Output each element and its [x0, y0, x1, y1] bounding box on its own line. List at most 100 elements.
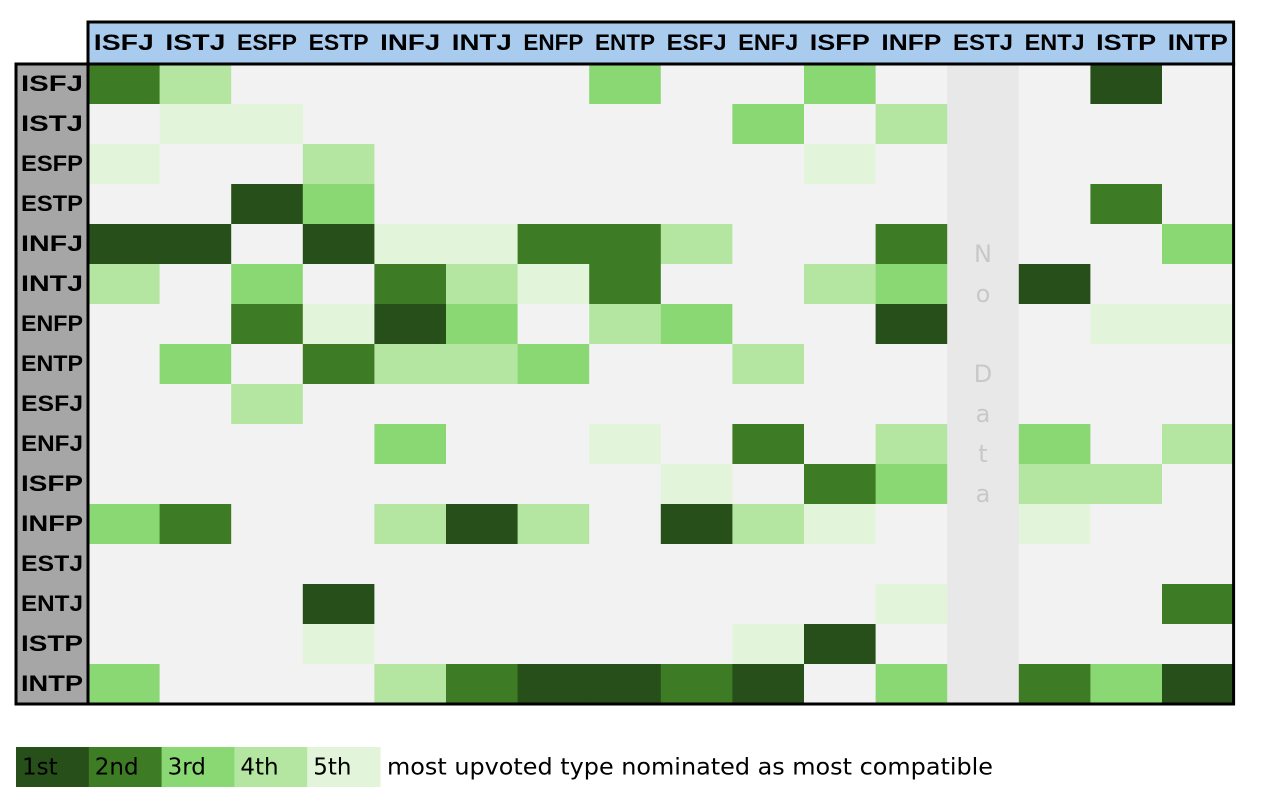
row-label-istp: ISTP: [21, 631, 83, 656]
heatmap-cell-enfp-enfj: [732, 304, 805, 345]
heatmap-cell-intp-estj: [947, 664, 1020, 705]
heatmap-cell-isfp-estj: [947, 464, 1020, 505]
heatmap-cell-intj-entj: [1018, 264, 1091, 305]
heatmap-cell-intp-enfp: [517, 664, 590, 705]
heatmap-cell-esfj-intj: [446, 384, 519, 425]
heatmap-cell-istj-esfj: [660, 104, 733, 145]
heatmap-cell-estj-enfj: [732, 544, 805, 585]
heatmap-cell-entj-isfp: [804, 584, 877, 625]
heatmap-cell-intj-infp: [875, 264, 948, 305]
column-label-intj: INTJ: [452, 30, 512, 55]
heatmap-cell-intj-intp: [1162, 264, 1235, 305]
heatmap-cell-estp-enfp: [517, 184, 590, 225]
heatmap-cell-intp-estp: [302, 664, 375, 705]
heatmap-cell-enfp-infj: [374, 304, 447, 345]
heatmap-cell-entj-entj: [1018, 584, 1091, 625]
heatmap-cell-infp-esfp: [231, 504, 304, 545]
column-header: ISFJ ISTJ ESFP ESTP INFJ INTJ ENFP ENTP ESFJ ENFJ…: [88, 22, 1234, 64]
heatmap-cell-entj-estj: [947, 584, 1020, 625]
heatmap-cell-esfp-estp: [302, 144, 375, 185]
heatmap-cell-enfp-istp: [1090, 304, 1163, 345]
heatmap-cell-isfj-enfp: [517, 64, 590, 105]
heatmap-cell-intp-intp: [1162, 664, 1235, 705]
heatmap-cell-intj-enfj: [732, 264, 805, 305]
heatmap-cell-intj-entp: [589, 264, 662, 305]
heatmap-cell-infj-infp: [875, 224, 948, 265]
heatmap-cell-entp-isfp: [804, 344, 877, 385]
heatmap-cell-isfp-intp: [1162, 464, 1235, 505]
heatmap-cell-esfp-estj: [947, 144, 1020, 185]
heatmap-cell-esfp-enfj: [732, 144, 805, 185]
heatmap-cell-isfp-isfp: [804, 464, 877, 505]
heatmap-cell-infp-enfp: [517, 504, 590, 545]
heatmap-cell-esfp-enfp: [517, 144, 590, 185]
column-label-entp: ENTP: [595, 30, 655, 55]
heatmap-cell-istp-istp: [1090, 624, 1163, 665]
heatmap-cell-estp-infj: [374, 184, 447, 225]
heatmap-cell-infj-esfj: [660, 224, 733, 265]
heatmap-cell-enfp-istj: [159, 304, 232, 345]
row-label-istj: ISTJ: [21, 111, 83, 136]
column-header-background: [88, 22, 1234, 64]
heatmap-cell-intj-infj: [374, 264, 447, 305]
row-label-esfp: ESFP: [21, 151, 83, 176]
heatmap-cell-infj-istj: [159, 224, 232, 265]
column-label-enfj: ENFJ: [738, 30, 798, 55]
heatmap-cell-enfj-isfp: [804, 424, 877, 465]
heatmap-cell-istp-estj: [947, 624, 1020, 665]
heatmap-cell-esfj-entj: [1018, 384, 1091, 425]
column-label-isfp: ISFP: [810, 30, 870, 55]
heatmap-cell-estj-istp: [1090, 544, 1163, 585]
heatmap-cell-enfj-entp: [589, 424, 662, 465]
heatmap-cell-isfj-isfp: [804, 64, 877, 105]
heatmap-cell-isfj-intj: [446, 64, 519, 105]
heatmap-cell-intp-entj: [1018, 664, 1091, 705]
column-label-istp: ISTP: [1096, 30, 1156, 55]
heatmap-cell-entp-esfp: [231, 344, 304, 385]
heatmap-cell-entj-infj: [374, 584, 447, 625]
heatmap-cell-enfp-estj: [947, 304, 1020, 345]
heatmap-cell-enfj-esfp: [231, 424, 304, 465]
heatmap-cell-enfp-esfj: [660, 304, 733, 345]
heatmap-cell-istj-infp: [875, 104, 948, 145]
heatmap-cell-esfj-istj: [159, 384, 232, 425]
heatmap-cell-infp-intj: [446, 504, 519, 545]
heatmap-cell-intj-istj: [159, 264, 232, 305]
heatmap-cell-istp-entj: [1018, 624, 1091, 665]
row-label-esfj: ESFJ: [21, 391, 83, 416]
heatmap-cell-infp-esfj: [660, 504, 733, 545]
heatmap-cell-infj-isfj: [88, 224, 161, 265]
heatmap-cell-infp-isfj: [88, 504, 161, 545]
heatmap-cell-esfp-infj: [374, 144, 447, 185]
heatmap-cell-estj-estj: [947, 544, 1020, 585]
heatmap-cell-esfj-esfj: [660, 384, 733, 425]
heatmap-cell-isfj-intp: [1162, 64, 1235, 105]
heatmap-cell-infp-infj: [374, 504, 447, 545]
heatmap-cell-estj-istj: [159, 544, 232, 585]
heatmap-cell-intp-infp: [875, 664, 948, 705]
heatmap-cell-istp-estp: [302, 624, 375, 665]
heatmap-cell-entp-estp: [302, 344, 375, 385]
heatmap-cell-estp-isfj: [88, 184, 161, 225]
heatmap-cell-enfp-intp: [1162, 304, 1235, 345]
heatmap-cell-estp-estj: [947, 184, 1020, 225]
heatmap-cell-enfp-estp: [302, 304, 375, 345]
heatmap-cell-isfp-istj: [159, 464, 232, 505]
heatmap-cell-istj-isfp: [804, 104, 877, 145]
column-label-entj: ENTJ: [1025, 30, 1085, 55]
heatmap-cell-istp-infp: [875, 624, 948, 665]
heatmap-cell-intj-isfp: [804, 264, 877, 305]
heatmap-cell-estj-esfp: [231, 544, 304, 585]
heatmap-cell-enfj-isfj: [88, 424, 161, 465]
heatmap-cell-istp-isfp: [804, 624, 877, 665]
heatmap-cell-istj-istj: [159, 104, 232, 145]
heatmap-cell-infj-entj: [1018, 224, 1091, 265]
heatmap-cell-esfp-entp: [589, 144, 662, 185]
heatmap-cell-intp-isfp: [804, 664, 877, 705]
legend-swatch-5th: [307, 747, 381, 787]
heatmap-cell-infj-enfj: [732, 224, 805, 265]
heatmap-cell-infp-entj: [1018, 504, 1091, 545]
heatmap-cell-istp-infj: [374, 624, 447, 665]
legend-swatch-2nd: [88, 747, 163, 787]
